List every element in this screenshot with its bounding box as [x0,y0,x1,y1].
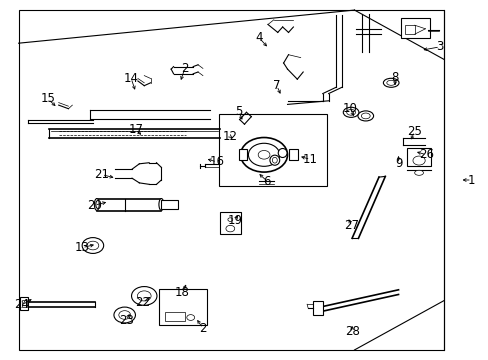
Circle shape [87,241,99,250]
Bar [21,300,27,307]
Text: 23: 23 [119,314,133,327]
Ellipse shape [361,113,369,119]
Text: 15: 15 [41,93,55,105]
Bar [218,114,326,186]
Bar [238,149,247,160]
Ellipse shape [414,170,423,175]
Text: 16: 16 [209,156,224,168]
Text: 11: 11 [303,153,317,166]
Text: 7: 7 [272,79,280,92]
Circle shape [131,287,157,305]
Text: 17: 17 [128,123,143,136]
Bar [20,297,28,310]
Bar [161,200,178,209]
Ellipse shape [272,157,277,163]
Circle shape [114,307,135,323]
Bar [220,212,240,234]
Circle shape [248,143,279,166]
Text: 10: 10 [342,102,357,114]
Bar [400,18,429,38]
Ellipse shape [269,155,279,165]
Ellipse shape [412,156,424,165]
Text: 27: 27 [344,219,359,232]
Text: 2: 2 [199,322,206,335]
Ellipse shape [357,111,373,121]
Bar [19,10,443,350]
Bar [165,312,184,321]
Ellipse shape [383,78,398,87]
Circle shape [258,150,269,159]
Text: 6: 6 [263,175,270,188]
Circle shape [82,238,103,253]
Text: 5: 5 [234,105,242,118]
Text: 19: 19 [227,214,242,227]
Ellipse shape [346,109,355,115]
Text: 26: 26 [418,148,433,161]
Text: 4: 4 [255,31,263,44]
Text: 13: 13 [75,241,89,254]
Text: 28: 28 [344,325,359,338]
Circle shape [240,138,287,172]
Text: 18: 18 [175,286,189,299]
Text: 24: 24 [15,298,29,311]
Ellipse shape [225,225,234,232]
Text: 20: 20 [87,199,102,212]
Text: 22: 22 [135,296,150,309]
Text: 21: 21 [94,168,109,181]
Ellipse shape [278,149,286,158]
Text: 9: 9 [394,157,402,170]
Bar [404,25,414,34]
Bar [312,301,322,315]
Ellipse shape [343,107,358,117]
Ellipse shape [94,198,99,210]
Circle shape [119,311,130,319]
Text: 12: 12 [222,130,237,143]
Bar [159,289,206,325]
Ellipse shape [386,80,395,85]
Circle shape [186,315,194,320]
Text: 2: 2 [181,62,188,75]
Text: 3: 3 [435,40,443,53]
Bar [406,148,430,166]
Ellipse shape [159,198,163,210]
Text: 25: 25 [407,125,421,138]
Bar [289,149,298,160]
Text: 14: 14 [123,72,138,85]
Text: 8: 8 [390,71,398,84]
Text: 1: 1 [467,174,475,186]
Circle shape [137,291,151,301]
Ellipse shape [227,218,232,221]
